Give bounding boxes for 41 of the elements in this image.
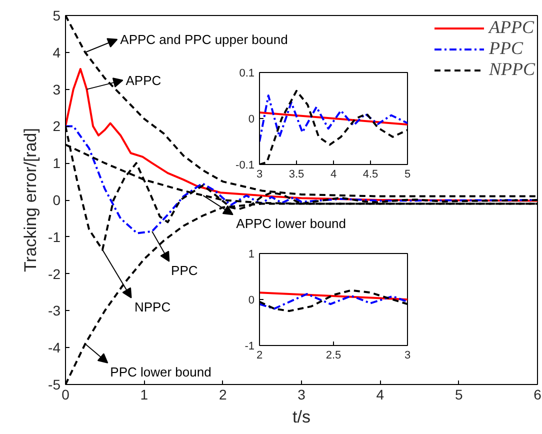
legend-label: NPPC [488, 59, 535, 80]
y-tick-label: 2 [52, 118, 61, 134]
y-tick-label: 5 [52, 8, 61, 24]
annotation: PPC [171, 262, 198, 278]
annotation: PPC lower bound [110, 364, 212, 380]
y-tick-label: -4 [48, 340, 61, 356]
y-tick-label: -0.1 [236, 160, 255, 172]
x-tick-label: 3 [404, 350, 411, 362]
y-tick-label: 0 [248, 114, 255, 126]
x-tick-label: 3 [256, 168, 263, 180]
y-tick-label: -1 [48, 228, 61, 245]
x-tick-label: 2 [256, 350, 263, 362]
y-tick-label: 4 [52, 44, 61, 60]
x-tick-label: 5 [454, 386, 463, 402]
y-tick-label: 0.1 [239, 68, 255, 80]
x-axis-title: t/s [292, 408, 310, 426]
x-tick-label: 5 [404, 168, 411, 180]
y-tick-label: -2 [48, 266, 61, 282]
y-tick-label: -3 [48, 302, 61, 319]
x-tick-label: 2.5 [326, 350, 342, 362]
y-tick-label: 0 [52, 192, 61, 208]
annotation: APPC lower bound [236, 216, 346, 232]
y-tick-label: 0 [248, 294, 255, 306]
y-tick-label: 3 [52, 81, 61, 98]
annotation: APPC and PPC upper bound [120, 32, 288, 47]
x-tick-label: 3 [298, 386, 306, 402]
annotation: NPPC [134, 299, 171, 314]
legend-label: PPC [488, 38, 523, 59]
x-tick-label: 4.5 [362, 168, 378, 180]
y-tick-label: -1 [244, 340, 254, 352]
y-tick-label: 1 [248, 248, 255, 260]
x-tick-label: 2 [218, 386, 227, 402]
x-tick-label: 6 [534, 386, 542, 402]
annotation: APPC [126, 72, 162, 88]
x-tick-label: 1 [140, 386, 148, 402]
y-tick-label: -5 [48, 376, 61, 392]
y-axis-title: Tracking error/[rad] [21, 128, 40, 272]
x-tick-label: 4 [376, 386, 384, 402]
legend-label: APPC [488, 17, 534, 38]
x-tick-label: 3.5 [288, 168, 304, 180]
x-tick-label: 4 [330, 168, 337, 180]
